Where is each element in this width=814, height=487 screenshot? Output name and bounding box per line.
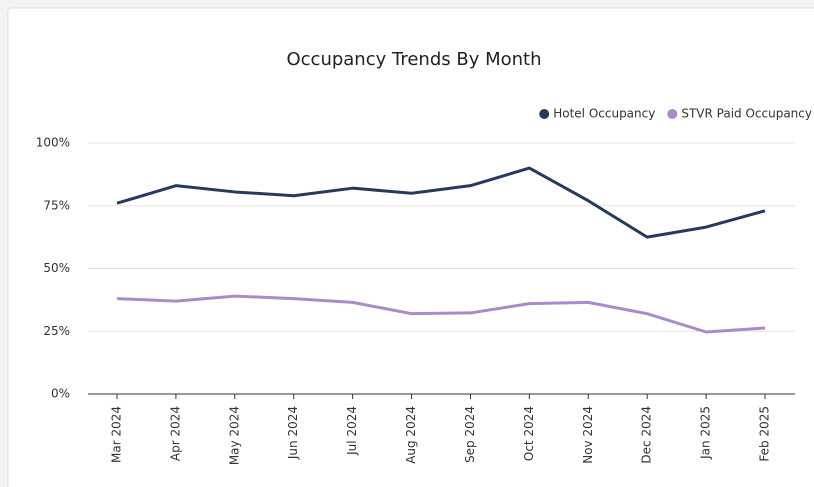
x-tick-label: Sep 2024 — [463, 406, 477, 463]
line-series — [116, 294, 766, 334]
x-tick-label: Jan 2025 — [699, 406, 713, 460]
x-tick-label: Oct 2024 — [522, 406, 536, 461]
card — [7, 7, 814, 487]
x-tick-label: Mar 2024 — [110, 406, 124, 463]
x-tick-label: Apr 2024 — [168, 406, 182, 461]
line-series — [116, 166, 766, 239]
y-tick-label: 75% — [43, 198, 70, 212]
y-tick-label: 0% — [51, 387, 70, 401]
legend-marker — [667, 109, 678, 119]
x-tick-label: Nov 2024 — [581, 406, 595, 464]
y-tick-label: 50% — [43, 261, 70, 275]
x-tick-label: Jul 2024 — [345, 406, 359, 456]
x-tick-label: Aug 2024 — [404, 406, 418, 464]
legend-marker — [539, 109, 550, 119]
x-tick-label: Feb 2025 — [758, 406, 772, 462]
y-tick-label: 25% — [43, 324, 70, 338]
chart-title: Occupancy Trends By Month — [286, 49, 541, 70]
legend-label: Hotel Occupancy — [553, 107, 655, 121]
legend-label: STVR Paid Occupancy — [681, 107, 812, 121]
x-tick-label: Dec 2024 — [640, 406, 654, 464]
y-tick-label: 100% — [36, 136, 70, 150]
x-tick-label: Jun 2024 — [286, 406, 300, 460]
x-tick-label: May 2024 — [227, 406, 241, 465]
